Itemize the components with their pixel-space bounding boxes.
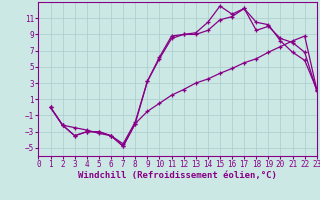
X-axis label: Windchill (Refroidissement éolien,°C): Windchill (Refroidissement éolien,°C) bbox=[78, 171, 277, 180]
